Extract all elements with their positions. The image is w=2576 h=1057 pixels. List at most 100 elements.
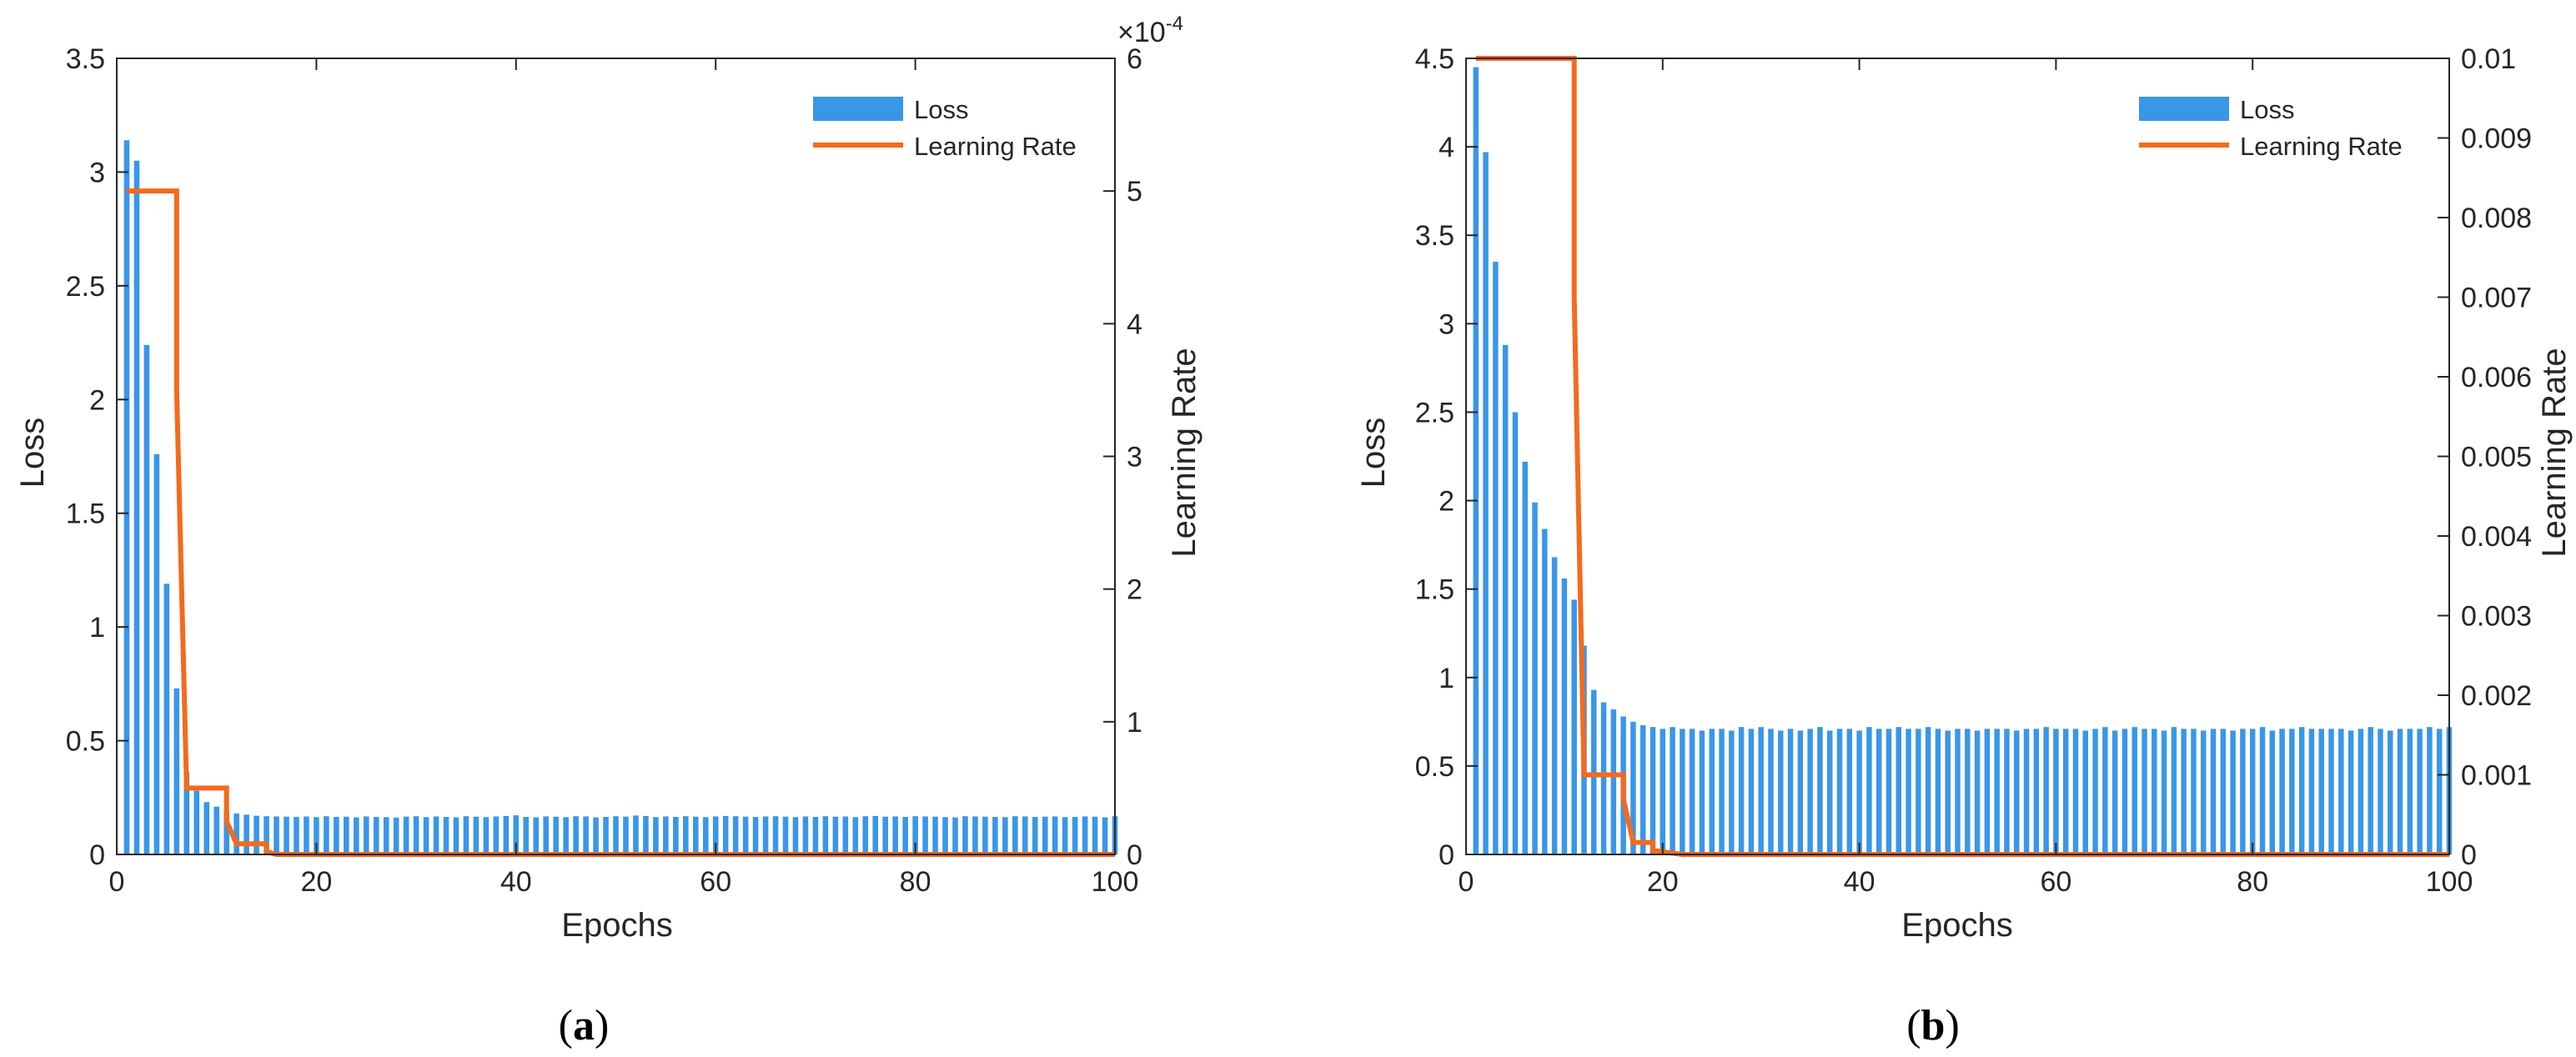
legend-loss-swatch-a xyxy=(813,97,903,121)
loss-bar xyxy=(2427,727,2433,854)
legend-a: Loss Learning Rate xyxy=(813,95,1077,161)
loss-bar xyxy=(314,817,319,854)
loss-bar xyxy=(1610,709,1617,854)
loss-bar xyxy=(842,816,849,854)
loss-bar xyxy=(1738,727,1745,854)
loss-bar xyxy=(2062,729,2069,854)
loss-bar xyxy=(1719,729,1725,854)
loss-bar xyxy=(1876,729,1882,854)
loss-bar xyxy=(2220,729,2227,854)
loss-bar xyxy=(1600,702,1607,854)
loss-bar xyxy=(1670,727,1675,854)
x-tick-label: 100 xyxy=(1092,866,1139,898)
loss-bar xyxy=(183,772,190,854)
loss-bar xyxy=(1699,730,1705,854)
loss-bar xyxy=(2348,730,2354,854)
y-tick-label: 3.5 xyxy=(1415,220,1454,252)
loss-bar xyxy=(2112,730,2118,854)
loss-bar xyxy=(543,816,549,854)
loss-bar xyxy=(1561,578,1568,854)
loss-bar xyxy=(692,816,699,854)
loss-bar xyxy=(2417,729,2423,854)
x-tick-label: 100 xyxy=(2426,866,2473,898)
panel-label-a: (a) xyxy=(559,1002,610,1049)
loss-bar xyxy=(832,816,839,854)
loss-bar xyxy=(1729,730,1735,854)
loss-bar xyxy=(1758,727,1764,854)
loss-bar xyxy=(563,817,569,854)
y-tick-label: 2.5 xyxy=(1415,397,1454,428)
loss-bar xyxy=(792,817,799,854)
loss-bar xyxy=(902,816,908,854)
loss-bar xyxy=(1650,727,1656,854)
y-tick-label: 1.5 xyxy=(1415,574,1454,606)
y-tick-label: 0 xyxy=(1439,839,1454,871)
loss-bar xyxy=(443,816,449,854)
loss-bar xyxy=(334,816,339,854)
loss-bar xyxy=(712,816,719,854)
loss-bar xyxy=(463,816,470,854)
y2-tick-label: 0.003 xyxy=(2461,601,2532,633)
loss-bar xyxy=(962,816,968,854)
y2-tick-label: 0.006 xyxy=(2461,362,2532,393)
x-tick-label: 40 xyxy=(500,866,532,898)
y-tick-label: 1 xyxy=(89,612,105,644)
legend-lr-label-b: Learning Rate xyxy=(2240,132,2403,161)
loss-bar xyxy=(1473,67,1479,855)
loss-bar xyxy=(1571,599,1577,854)
loss-bar xyxy=(2407,729,2413,854)
loss-bar xyxy=(233,813,239,854)
loss-bar xyxy=(1522,461,1528,854)
loss-bar xyxy=(1630,721,1636,854)
loss-bar xyxy=(772,816,779,854)
y-tick-label: 1.5 xyxy=(66,498,105,530)
y2-tick-label: 0.008 xyxy=(2461,203,2532,234)
y2-tick-label: 1 xyxy=(1127,707,1142,739)
x-axis-label-b: Epochs xyxy=(1901,907,2012,944)
loss-bar xyxy=(633,815,639,854)
loss-bar xyxy=(2338,729,2344,854)
loss-bar xyxy=(872,815,879,854)
x-tick-label: 0 xyxy=(1459,866,1474,898)
loss-bar xyxy=(653,817,659,854)
y-tick-label: 2.5 xyxy=(66,271,105,303)
loss-bar xyxy=(1072,816,1078,854)
loss-bar xyxy=(2230,730,2236,854)
loss-bar xyxy=(453,817,459,854)
y-tick-label: 3 xyxy=(89,157,105,188)
loss-bar xyxy=(533,817,540,854)
loss-bar xyxy=(294,816,299,854)
x-tick-label: 20 xyxy=(300,866,332,898)
loss-bar xyxy=(2072,729,2079,854)
loss-bar xyxy=(1826,730,1833,854)
loss-bar xyxy=(1532,502,1538,854)
loss-bar xyxy=(882,816,888,854)
loss-bar xyxy=(423,817,429,854)
loss-bar xyxy=(1778,730,1784,854)
x-tick-label: 40 xyxy=(1844,866,1876,898)
loss-bar xyxy=(2142,729,2147,854)
loss-bar xyxy=(1042,816,1048,854)
y-axis-label-b: Loss xyxy=(1355,418,1392,488)
y-tick-label: 4 xyxy=(1439,132,1454,163)
loss-bar xyxy=(473,816,480,854)
loss-bar xyxy=(583,816,589,854)
loss-bar xyxy=(922,816,928,854)
legend-loss-label-b: Loss xyxy=(2240,95,2294,124)
loss-bar xyxy=(1886,729,1892,854)
y-tick-label: 1 xyxy=(1439,663,1454,694)
loss-bar xyxy=(2259,727,2266,854)
loss-bar xyxy=(2122,729,2128,854)
loss-bar xyxy=(1846,729,1853,854)
x-tick-label: 60 xyxy=(2040,866,2071,898)
loss-bar xyxy=(2269,730,2276,854)
loss-bar xyxy=(353,817,359,854)
loss-bar xyxy=(1062,817,1068,854)
loss-bar xyxy=(324,816,329,854)
loss-bar xyxy=(274,816,279,854)
loss-bar xyxy=(1925,727,1931,854)
loss-bars-a xyxy=(123,140,1118,855)
loss-bar xyxy=(802,816,809,854)
loss-bar xyxy=(1945,730,1951,854)
loss-bar xyxy=(1856,730,1862,854)
